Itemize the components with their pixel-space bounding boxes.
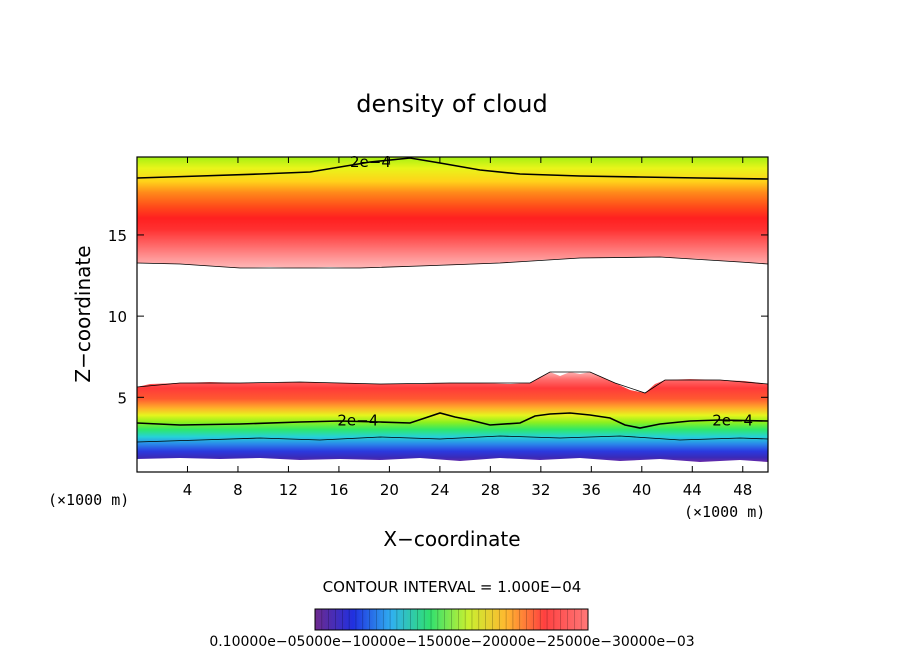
x-tick-label: 44	[683, 481, 702, 499]
x-tick-label: 40	[632, 481, 651, 499]
upper-cloud-layer	[137, 157, 768, 268]
y-tick-label: 15	[108, 227, 127, 245]
x-tick-label: 12	[279, 481, 298, 499]
contour-line-lower	[137, 412, 768, 429]
contour-label: 2e−4	[350, 153, 391, 171]
contour-label: 2e−4	[712, 411, 753, 429]
x-tick-label: 20	[380, 481, 399, 499]
x-unit-label-left: (×1000 m)	[48, 491, 129, 509]
contour-labels: 2e−4 2e−4 2e−4	[337, 153, 753, 429]
contour-line-upper-edge	[137, 256, 768, 269]
x-tick-label: 4	[183, 481, 193, 499]
y-axis-ticks: 5 10 15	[108, 227, 768, 407]
plot-frame	[136, 156, 769, 473]
colorbar	[314, 608, 589, 631]
contour-label: 2e−4	[337, 411, 378, 429]
x-axis-ticks: 4 8 12 16 20 24 28 32 36 40 44 48	[183, 157, 752, 499]
plot-field	[137, 157, 768, 462]
x-tick-label: 36	[582, 481, 601, 499]
x-tick-label: 32	[531, 481, 550, 499]
x-tick-label: 28	[481, 481, 500, 499]
contour-line-lower-edge	[137, 371, 768, 394]
x-tick-label: 16	[329, 481, 348, 499]
x-tick-label: 8	[233, 481, 243, 499]
contour-interval-text: CONTOUR INTERVAL = 1.000E−04	[323, 578, 582, 596]
x-unit-label-right: (×1000 m)	[684, 503, 765, 521]
colorbar-ticks	[321, 609, 582, 630]
x-tick-label: 24	[430, 481, 449, 499]
x-tick-label: 48	[733, 481, 752, 499]
y-tick-label: 10	[108, 308, 127, 326]
contour-line-base	[137, 435, 768, 443]
y-axis-label: Z−coordinate	[71, 245, 95, 382]
x-axis-label: X−coordinate	[383, 527, 520, 551]
chart-title: density of cloud	[356, 90, 547, 118]
contour-line-upper	[137, 157, 768, 180]
y-tick-label: 5	[117, 389, 127, 407]
colorbar-labels: 0.10000e−05000e−10000e−15000e−20000e−250…	[209, 634, 694, 650]
